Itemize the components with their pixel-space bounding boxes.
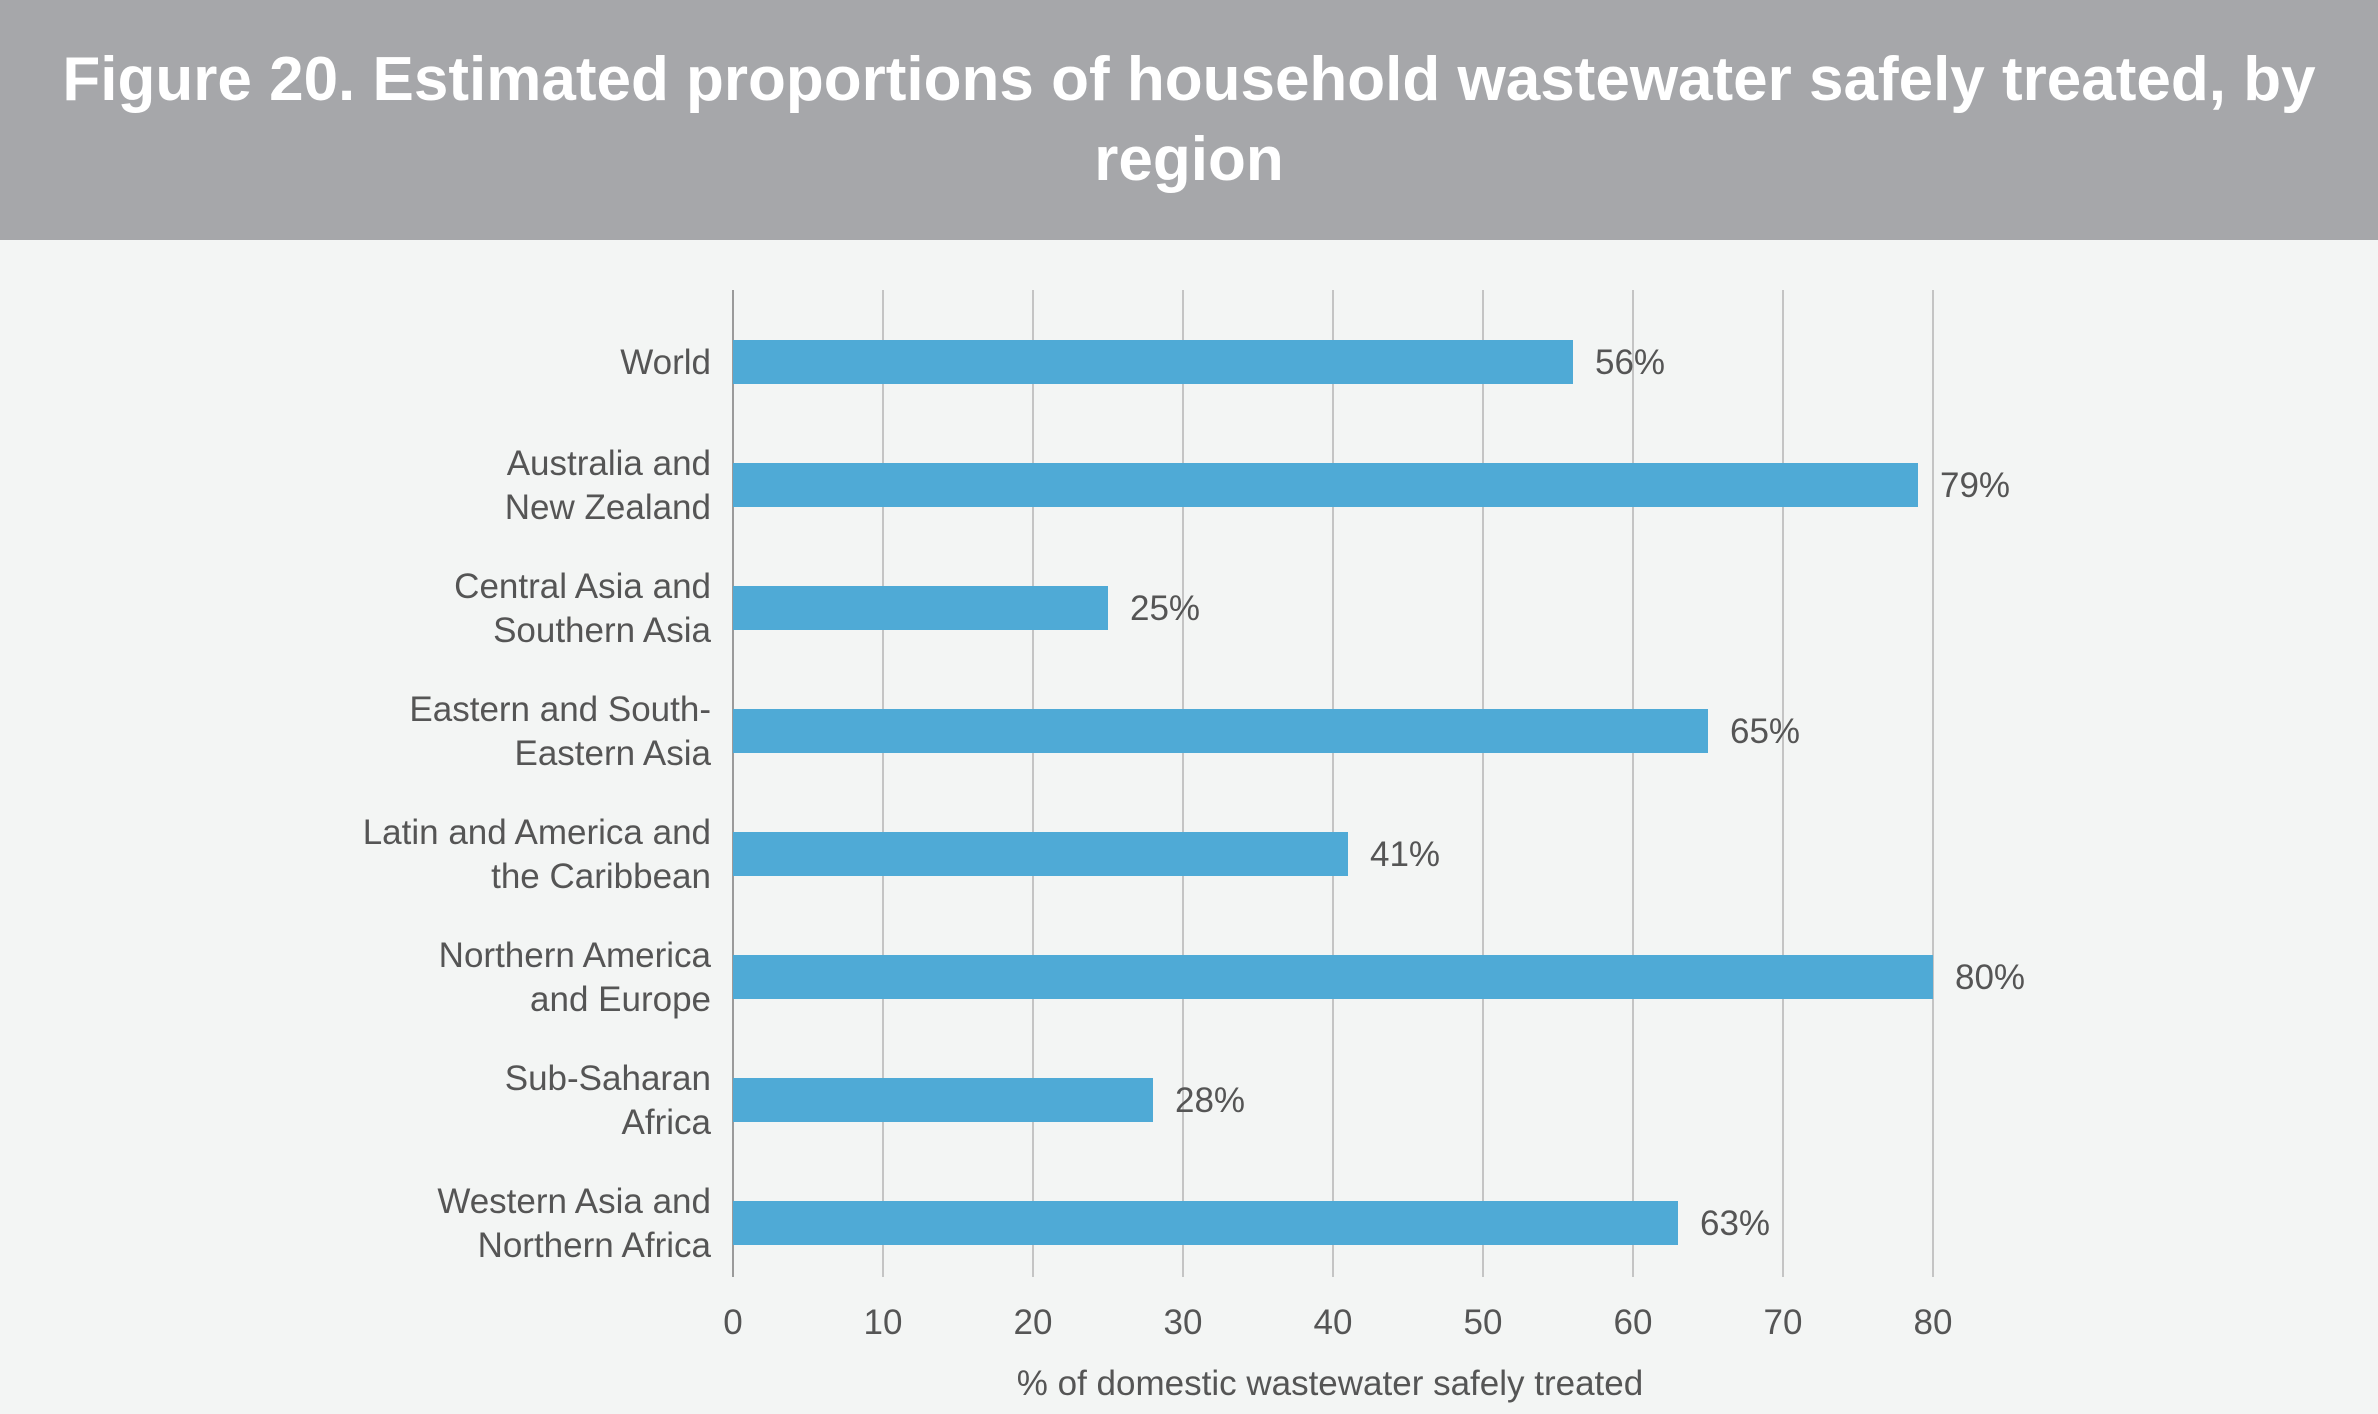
bar-value-label: 28%	[1175, 1081, 1245, 1120]
bar-value-label: 63%	[1700, 1204, 1770, 1243]
bar	[733, 1078, 1153, 1122]
bars	[733, 340, 1933, 1245]
category-label: Western Asia and Northern Africa	[437, 1182, 711, 1265]
category-label: Australia and New Zealand	[505, 444, 711, 527]
x-tick-label: 40	[1314, 1303, 1353, 1342]
bar-value-label: 65%	[1730, 712, 1800, 751]
x-tick-label: 20	[1014, 1303, 1053, 1342]
x-axis-label: % of domestic wastewater safely treated	[1017, 1364, 1643, 1403]
data-labels: 56% 79% 25% 65% 41% 80% 28% 63%	[1130, 343, 2025, 1243]
bar-value-label: 56%	[1595, 343, 1665, 382]
figure-header: Figure 20. Estimated proportions of hous…	[0, 0, 2378, 240]
bar-value-label: 79%	[1940, 466, 2010, 505]
x-axis-ticks: 0 10 20 30 40 50 60 70 80	[723, 1303, 1952, 1342]
bar	[733, 955, 1933, 999]
category-labels: World Australia and New Zealand Central Asi…	[363, 343, 712, 1265]
category-label: Sub-Saharan Africa	[505, 1059, 712, 1142]
bar	[733, 1201, 1678, 1245]
bar-value-label: 80%	[1955, 958, 2025, 997]
category-label: Latin and America and the Caribbean	[363, 813, 711, 896]
bar	[733, 463, 1918, 507]
bar	[733, 709, 1708, 753]
x-tick-label: 30	[1164, 1303, 1203, 1342]
bar	[733, 586, 1108, 630]
x-tick-label: 60	[1614, 1303, 1653, 1342]
bar	[733, 832, 1348, 876]
bar-value-label: 41%	[1370, 835, 1440, 874]
x-tick-label: 10	[864, 1303, 903, 1342]
figure-title: Figure 20. Estimated proportions of hous…	[62, 45, 2316, 194]
x-tick-label: 0	[723, 1303, 742, 1342]
bar	[733, 340, 1573, 384]
category-label: Northern America and Europe	[439, 936, 712, 1019]
gridlines	[732, 290, 1934, 1277]
category-label: Eastern and South-Eastern Asia	[409, 690, 711, 773]
category-label: World	[620, 343, 711, 382]
x-tick-label: 80	[1914, 1303, 1953, 1342]
category-label: Central Asia and Southern Asia	[454, 567, 711, 650]
x-tick-label: 70	[1764, 1303, 1803, 1342]
bar-value-label: 25%	[1130, 589, 1200, 628]
bar-chart: 56% 79% 25% 65% 41% 80% 28% 63% World Australia …	[363, 290, 2025, 1403]
x-tick-label: 50	[1464, 1303, 1503, 1342]
